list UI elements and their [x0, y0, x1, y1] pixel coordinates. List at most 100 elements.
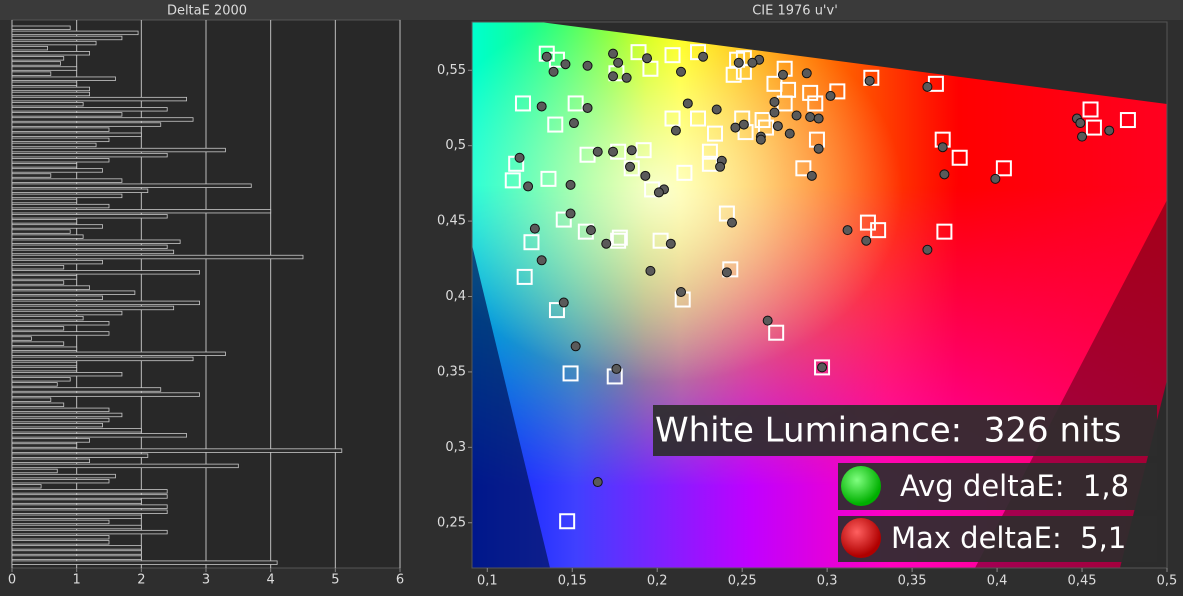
x-tick-label: 1: [73, 573, 81, 588]
bar: [11, 397, 52, 402]
bar: [11, 356, 194, 362]
measured-point: [813, 113, 824, 124]
measured-point: [772, 121, 783, 132]
measured-point: [592, 146, 603, 157]
target-square: [725, 66, 742, 83]
bar: [11, 61, 61, 66]
measured-point: [990, 173, 1001, 184]
target-square: [664, 47, 681, 64]
target-square: [547, 116, 564, 133]
bar: [11, 326, 65, 331]
bar: [11, 377, 71, 382]
x-tick-label: 0,1: [477, 574, 498, 589]
measured-point: [585, 225, 596, 236]
bar: [11, 407, 110, 413]
bar: [11, 524, 142, 530]
measured-point: [541, 51, 552, 62]
bar: [11, 40, 97, 46]
measured-point: [715, 161, 726, 172]
bar: [11, 422, 103, 428]
x-tick-label: 0: [8, 573, 16, 588]
measured-point: [536, 255, 547, 266]
bar: [11, 152, 168, 158]
bar: [11, 550, 142, 555]
annotation-box: [838, 516, 1157, 562]
measured-point: [645, 265, 656, 276]
target-square: [559, 513, 576, 530]
red-ball-icon: [841, 518, 881, 558]
target-square: [735, 63, 752, 80]
bar: [11, 117, 194, 122]
bar: [11, 244, 168, 250]
target-square: [757, 119, 774, 136]
annotation-text: White Luminance: 326 nits: [655, 411, 1122, 451]
measured-point: [769, 96, 780, 107]
bar: [11, 107, 168, 112]
bar: [11, 275, 78, 280]
measured-point: [676, 286, 687, 297]
target-square: [701, 143, 718, 160]
bar: [11, 81, 78, 87]
target-square: [567, 95, 584, 112]
target-square: [523, 234, 540, 251]
bar: [11, 208, 272, 214]
bar: [11, 229, 71, 234]
bar: [11, 321, 110, 326]
measured-point: [721, 267, 732, 278]
measured-point: [640, 170, 651, 181]
target-square: [540, 170, 557, 187]
measured-point: [825, 90, 836, 101]
measured-point: [784, 128, 795, 139]
measured-point: [791, 110, 802, 121]
measured-point: [730, 122, 741, 133]
annotation-text: Max deltaE: 5,1: [891, 521, 1126, 555]
scatter-points: [504, 44, 1136, 530]
header-strip: [0, 0, 1183, 20]
bar: [11, 392, 200, 397]
measured-point: [625, 161, 636, 172]
bar: [11, 147, 226, 153]
measured-point: [1104, 125, 1115, 136]
target-square: [870, 222, 887, 239]
x-tick-label: 0,5: [1157, 574, 1178, 589]
target-square: [555, 211, 572, 228]
target-square: [1085, 119, 1102, 136]
bar: [11, 484, 42, 489]
measured-point: [653, 187, 664, 198]
measured-point: [548, 66, 559, 77]
bar: [11, 66, 78, 71]
bar-title: DeltaE 2000: [167, 4, 247, 19]
target-square: [514, 95, 531, 112]
bar: [11, 45, 48, 51]
bar: [11, 137, 110, 143]
bar: [11, 310, 123, 316]
bar: [11, 560, 278, 565]
bar: [11, 163, 78, 168]
bar: [11, 468, 58, 474]
y-tick-label: 0,4: [445, 289, 466, 304]
measured-point: [922, 81, 933, 92]
bar: [11, 509, 168, 514]
measured-point: [565, 208, 576, 219]
bar: [11, 127, 110, 132]
measured-point: [806, 170, 817, 181]
bar: [11, 300, 200, 306]
measured-point: [762, 315, 773, 326]
bar: [11, 341, 65, 346]
measured-point: [670, 125, 681, 136]
x-tick-label: 0,45: [1068, 574, 1097, 589]
x-tick-label: 0,25: [728, 574, 757, 589]
measured-point: [801, 68, 812, 79]
bar: [11, 132, 142, 137]
bar: [11, 402, 65, 407]
bar: [11, 219, 78, 224]
bar: [11, 529, 168, 535]
y-tick-label: 0,25: [437, 515, 466, 530]
bar: [11, 214, 168, 219]
target-square: [768, 324, 785, 341]
measured-point: [769, 107, 780, 118]
measured-point: [514, 152, 525, 163]
measured-point: [861, 235, 872, 246]
measured-point: [747, 57, 758, 68]
